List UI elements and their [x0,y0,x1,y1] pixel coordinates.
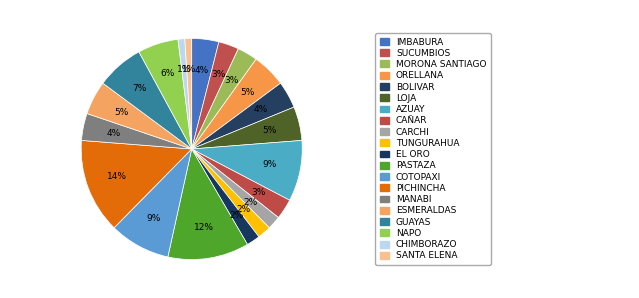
Text: 1%: 1% [182,65,196,74]
Wedge shape [192,149,289,218]
Wedge shape [192,149,279,228]
Wedge shape [192,38,219,149]
Text: 5%: 5% [262,126,276,135]
Text: 9%: 9% [146,215,161,224]
Text: 14%: 14% [107,172,127,181]
Text: 1%: 1% [177,65,192,74]
Wedge shape [178,39,192,149]
Wedge shape [192,49,256,149]
Text: 3%: 3% [212,69,226,79]
Text: 3%: 3% [225,76,239,85]
Text: 12%: 12% [194,223,214,232]
Wedge shape [192,149,269,237]
Wedge shape [139,39,192,149]
Text: 7%: 7% [132,84,147,94]
Wedge shape [103,52,192,149]
Wedge shape [168,149,247,260]
Text: 3%: 3% [251,188,266,197]
Wedge shape [114,149,192,257]
Text: 5%: 5% [114,108,128,117]
Text: 4%: 4% [254,105,268,114]
Wedge shape [192,59,281,149]
Text: 4%: 4% [107,128,121,137]
Text: 4%: 4% [194,66,209,74]
Wedge shape [185,38,192,149]
Text: 6%: 6% [160,69,174,78]
Text: 5%: 5% [240,88,255,97]
Wedge shape [192,140,302,200]
Text: 2%: 2% [244,198,258,207]
Wedge shape [192,149,259,244]
Wedge shape [192,107,302,149]
Wedge shape [192,42,238,149]
Text: 2%: 2% [237,204,251,214]
Legend: IMBABURA, SUCUMBIOS, MORONA SANTIAGO, ORELLANA, BOLIVAR, LOJA, AZUAY, CAÑAR, CAR: IMBABURA, SUCUMBIOS, MORONA SANTIAGO, OR… [375,33,491,265]
Wedge shape [82,114,192,149]
Text: 2%: 2% [229,211,243,220]
Wedge shape [192,83,294,149]
Text: 9%: 9% [263,161,277,170]
Wedge shape [81,140,192,228]
Wedge shape [87,83,192,149]
